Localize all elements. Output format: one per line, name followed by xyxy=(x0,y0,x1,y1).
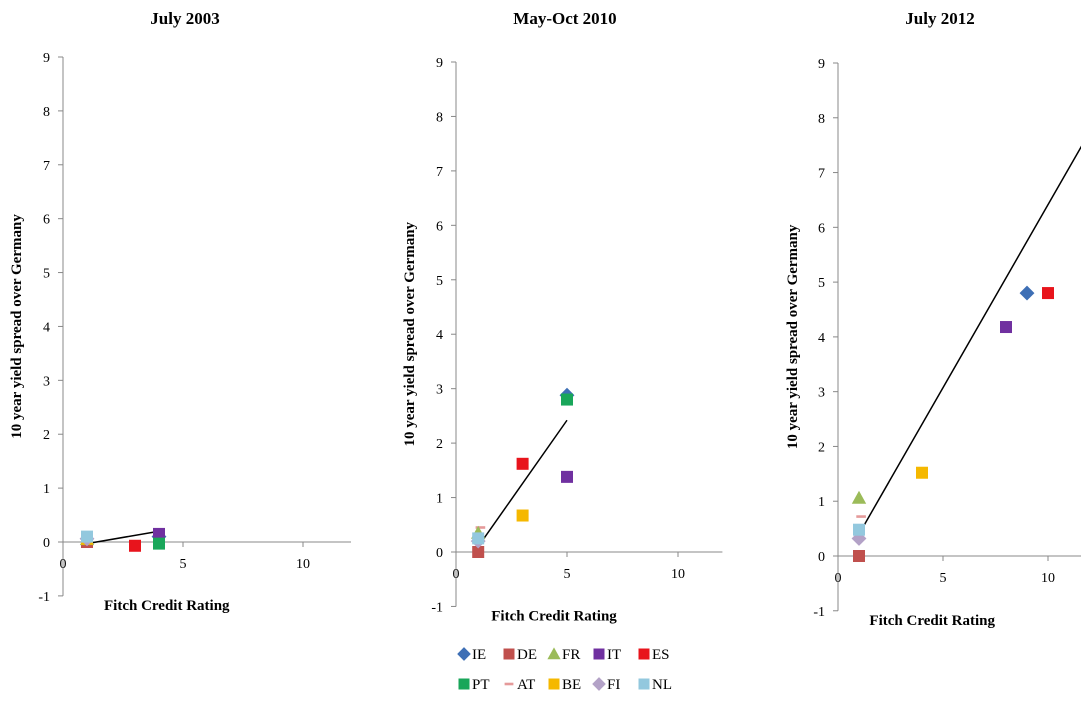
y-tick-label: 4 xyxy=(818,331,825,346)
point-es xyxy=(516,457,529,470)
y-tick-label: 2 xyxy=(436,437,443,452)
x-tick-label: 5 xyxy=(180,557,187,572)
point-fr xyxy=(851,490,867,504)
point-es xyxy=(1042,287,1054,300)
chart-panel-1: July 2003 -1 0 1 2 3 4 5 6 7 8 9 0 5 10 10 year yield s… xyxy=(9,9,351,614)
point-de xyxy=(853,550,865,562)
y-tick-label: 9 xyxy=(436,56,443,71)
y-tick-label: 0 xyxy=(436,546,443,561)
legend-label-ie: IE xyxy=(472,647,486,663)
legend-marker-be xyxy=(548,678,560,690)
y-tick-label: 3 xyxy=(436,383,443,398)
y-tick-label: 2 xyxy=(43,428,50,443)
point-pt xyxy=(561,393,573,406)
legend-marker-fr xyxy=(547,647,561,660)
y-tick-label: 7 xyxy=(818,167,825,182)
x-tick-label: 5 xyxy=(940,571,947,586)
y-tick-label: 6 xyxy=(818,221,825,236)
point-ie xyxy=(1019,285,1035,301)
x-tick-label: 10 xyxy=(1041,571,1055,586)
point-it xyxy=(561,470,573,483)
y-tick-label: 9 xyxy=(818,57,825,72)
point-de xyxy=(472,546,485,558)
point-es xyxy=(129,539,141,552)
y-tick-label: 5 xyxy=(436,274,443,289)
legend-marker-de xyxy=(503,648,515,660)
y-tick-label: 1 xyxy=(43,482,50,497)
point-nl xyxy=(472,532,485,545)
y-tick-label: 7 xyxy=(43,159,50,174)
legend-label-es: ES xyxy=(652,647,670,663)
point-nl xyxy=(853,523,865,536)
legend-marker-pt xyxy=(458,678,470,690)
point-it xyxy=(153,527,165,540)
point-be xyxy=(916,466,928,479)
point-nl xyxy=(81,530,93,543)
x-tick-label: 10 xyxy=(671,567,685,582)
y-tick-label: 3 xyxy=(43,374,50,389)
legend-marker-fi xyxy=(592,677,606,691)
chart-panel-2: May-Oct 2010 -1 0 1 2 3 4 5 6 7 8 9 0 5 10 10 year yiel… xyxy=(402,9,723,624)
x-tick-label: 5 xyxy=(564,567,571,582)
x-tick-label: 10 xyxy=(296,557,310,572)
point-pt xyxy=(153,537,165,550)
legend-marker-nl xyxy=(638,678,650,690)
y-tick-label: 7 xyxy=(436,165,443,180)
legend-label-nl: NL xyxy=(652,677,672,693)
y-tick-label: 9 xyxy=(43,51,50,66)
legend-label-it: IT xyxy=(607,647,621,663)
y-tick-label: 8 xyxy=(436,110,443,125)
point-at xyxy=(856,515,866,518)
y-tick-label: 0 xyxy=(43,536,50,551)
y-tick-label: 8 xyxy=(43,105,50,120)
point-at xyxy=(475,526,486,529)
y-axis-label: 10 year yield spread over Germany xyxy=(402,221,418,446)
trend-line xyxy=(86,530,160,545)
y-tick-label: 1 xyxy=(436,492,443,507)
point-be xyxy=(516,509,529,522)
x-axis-label: Fitch Credit Rating xyxy=(104,598,230,614)
y-tick-label: 5 xyxy=(818,276,825,291)
y-tick-label: -1 xyxy=(431,600,443,615)
legend-label-pt: PT xyxy=(472,677,490,693)
legend-label-fi: FI xyxy=(607,677,620,693)
chart-panel-3: July 2012 -1 0 1 2 3 4 5 6 7 8 9 0 5 10 10 year yield s… xyxy=(785,9,1081,629)
y-tick-label: 2 xyxy=(818,440,825,455)
y-axis-label: 10 year yield spread over Germany xyxy=(785,224,801,449)
legend-label-be: BE xyxy=(562,677,581,693)
legend-label-de: DE xyxy=(517,647,537,663)
y-tick-label: 5 xyxy=(43,267,50,282)
y-tick-label: 8 xyxy=(818,112,825,127)
point-it xyxy=(1000,321,1012,334)
x-axis-label: Fitch Credit Rating xyxy=(869,613,995,629)
legend-marker-ie xyxy=(457,647,471,661)
y-tick-label: -1 xyxy=(813,605,825,620)
legend-marker-it xyxy=(593,648,605,660)
legend-marker-es xyxy=(638,648,650,660)
trend-line xyxy=(477,419,568,547)
chart-title: July 2003 xyxy=(150,9,219,28)
chart-title: July 2012 xyxy=(905,9,974,28)
y-tick-label: -1 xyxy=(38,590,50,605)
legend-marker-at xyxy=(504,682,514,686)
y-tick-label: 0 xyxy=(818,550,825,565)
trend-line xyxy=(858,145,1081,535)
legend: IE DE FR IT ES PT AT BE FI NL xyxy=(457,647,672,693)
x-tick-label: 0 xyxy=(453,567,460,582)
x-tick-label: 0 xyxy=(60,557,67,572)
y-tick-label: 3 xyxy=(818,386,825,401)
y-axis-label: 10 year yield spread over Germany xyxy=(9,214,25,439)
legend-label-at: AT xyxy=(517,677,535,693)
chart-title: May-Oct 2010 xyxy=(513,9,616,28)
x-tick-label: 0 xyxy=(835,571,842,586)
y-tick-label: 6 xyxy=(436,219,443,234)
y-tick-label: 4 xyxy=(436,328,443,343)
x-axis-label: Fitch Credit Rating xyxy=(491,608,617,624)
y-tick-label: 4 xyxy=(43,320,50,335)
y-tick-label: 6 xyxy=(43,213,50,228)
legend-label-fr: FR xyxy=(562,647,580,663)
y-tick-label: 1 xyxy=(818,495,825,510)
